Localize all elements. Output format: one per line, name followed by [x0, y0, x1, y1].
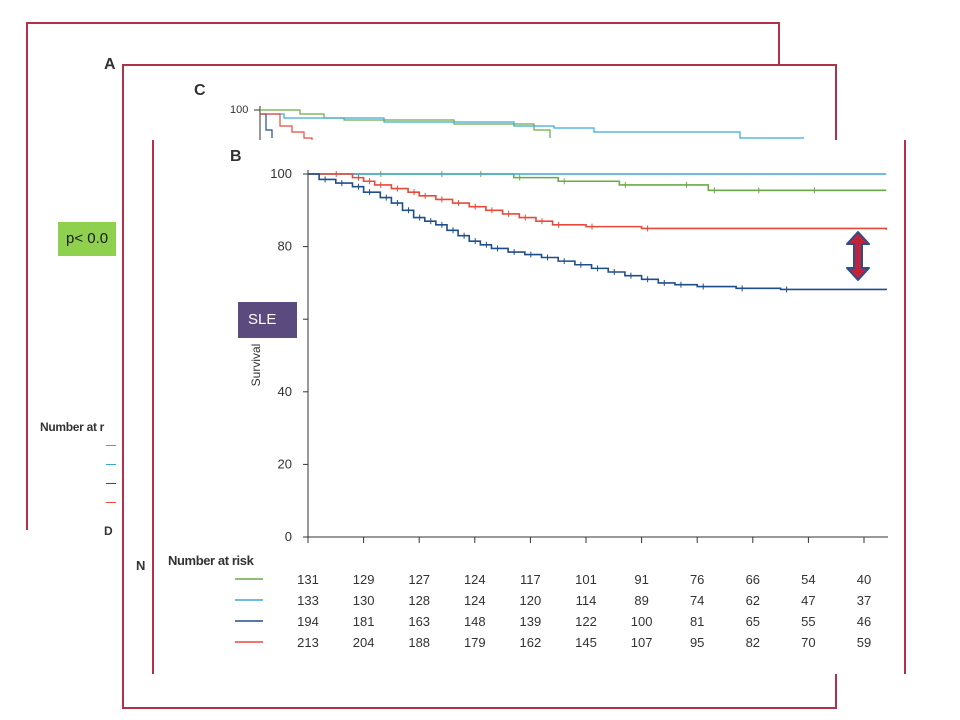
slide-a-legend-green: [106, 445, 116, 446]
slide-a-letter-d: D: [104, 524, 113, 538]
slide-b-letter-n: N: [136, 558, 146, 573]
double-arrow-icon: [846, 231, 870, 281]
risk-value: 204: [353, 635, 375, 650]
y-tick-label: 20: [278, 456, 292, 471]
slide-a-legend-red: [106, 502, 116, 503]
risk-value: 62: [746, 593, 760, 608]
risk-value: 194: [297, 614, 319, 629]
y-tick-label: 40: [278, 384, 292, 399]
risk-value: 163: [408, 614, 430, 629]
double-arrow: [846, 231, 870, 281]
risk-value: 55: [801, 614, 815, 629]
risk-value: 107: [631, 635, 653, 650]
chart-series-group: [308, 171, 888, 293]
y-tick-label: 0: [285, 529, 292, 544]
risk-value: 181: [353, 614, 375, 629]
y-tick-label: 100: [270, 166, 292, 181]
risk-value: 120: [520, 593, 542, 608]
risk-value: 37: [857, 593, 871, 608]
p-value-text: p< 0.0: [66, 230, 109, 247]
risk-value: 133: [297, 593, 319, 608]
km-curve-red: [308, 173, 888, 230]
risk-value: 40: [857, 572, 871, 587]
risk-value: 130: [353, 593, 375, 608]
risk-value: 188: [408, 635, 430, 650]
p-value-box: p< 0.0: [58, 222, 116, 256]
risk-value: 100: [631, 614, 653, 629]
risk-value: 148: [464, 614, 486, 629]
risk-value: 82: [746, 635, 760, 650]
risk-value: 65: [746, 614, 760, 629]
risk-value: 74: [690, 593, 704, 608]
slide-c-tick-100: 100: [230, 104, 249, 116]
risk-value: 124: [464, 572, 486, 587]
risk-value: 139: [520, 614, 542, 629]
risk-value: 76: [690, 572, 704, 587]
risk-value: 54: [801, 572, 815, 587]
sle-box: SLE: [238, 302, 297, 338]
risk-value: 114: [576, 593, 597, 608]
slide-a-risk-label: Number at r: [40, 420, 105, 434]
risk-value: 145: [575, 635, 597, 650]
slide-b-frame: [152, 140, 906, 674]
risk-value: 46: [857, 614, 871, 629]
risk-value: 122: [575, 614, 597, 629]
risk-value: 124: [464, 593, 486, 608]
risk-value: 117: [520, 572, 541, 587]
slide-a-legend-cyan: [106, 464, 116, 465]
risk-value: 131: [297, 572, 319, 587]
y-tick-label: 80: [278, 239, 292, 254]
risk-value: 59: [857, 635, 871, 650]
risk-value: 127: [408, 572, 430, 587]
km-curve-navy: [308, 173, 888, 291]
risk-value: 101: [575, 572, 597, 587]
risk-value: 213: [297, 635, 319, 650]
slide-b-letter: B: [230, 148, 242, 165]
y-axis-label: Survival: [249, 344, 263, 387]
risk-value: 89: [634, 593, 648, 608]
chart-axes: 020406080100Survival: [249, 166, 888, 544]
risk-value: 162: [520, 635, 542, 650]
number-at-risk-table: Number at risk 131 129 127 124 117 101 91 76 66 54…: [168, 553, 871, 650]
risk-value: 91: [634, 572, 648, 587]
slide-a-letter: A: [104, 56, 116, 73]
slide-c-letter: C: [194, 82, 206, 99]
risk-value: 47: [801, 593, 815, 608]
sle-text: SLE: [248, 311, 277, 328]
risk-value: 129: [353, 572, 375, 587]
slide-a-legend-navy: [106, 483, 116, 484]
number-at-risk-title: Number at risk: [168, 553, 255, 568]
risk-value: 179: [464, 635, 486, 650]
risk-value: 128: [408, 593, 430, 608]
risk-value: 66: [746, 572, 760, 587]
risk-value: 95: [690, 635, 704, 650]
risk-value: 81: [690, 614, 704, 629]
risk-value: 70: [801, 635, 815, 650]
